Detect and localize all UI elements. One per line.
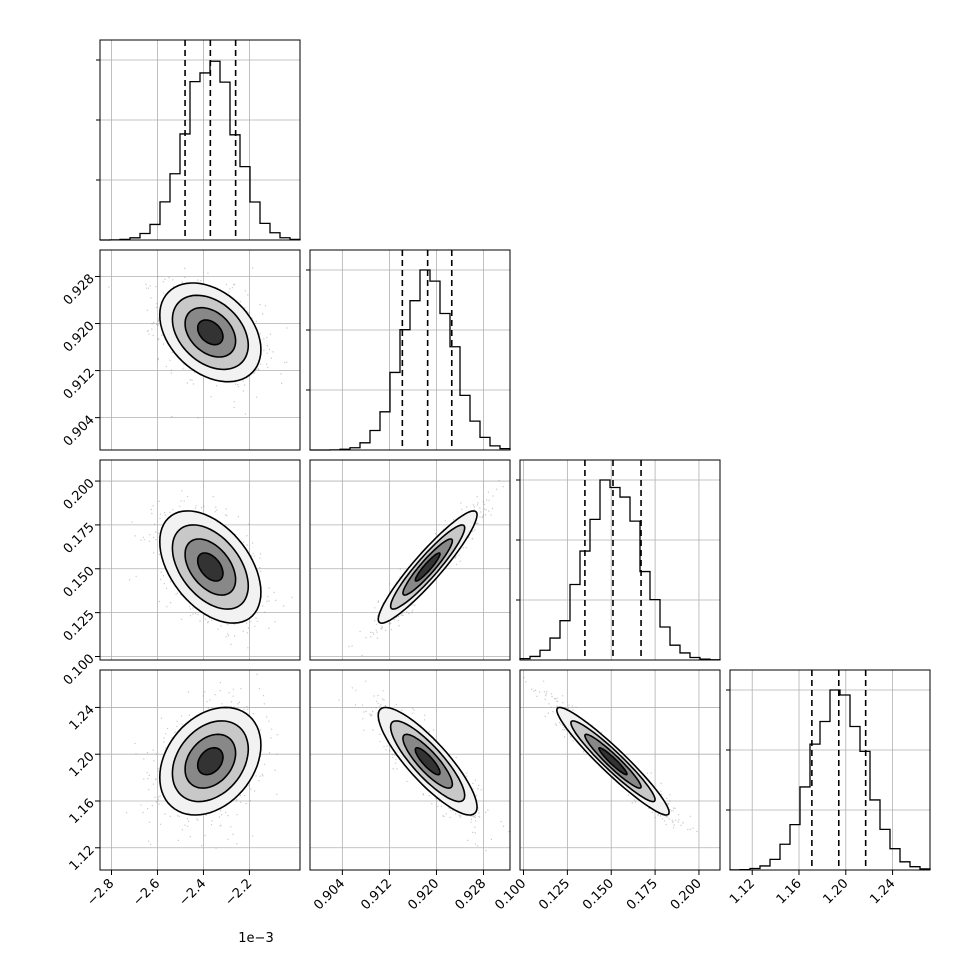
density-level-4 <box>415 553 440 582</box>
y-tick-label-1-3: 0.928 <box>61 272 98 309</box>
panel-content <box>100 670 300 870</box>
contour-core <box>196 552 224 582</box>
x-tick-label-0-3: −2.2 <box>222 876 255 909</box>
contour-middle <box>171 720 250 803</box>
density-level-4 <box>598 747 627 775</box>
contour-middle <box>570 720 656 803</box>
y-tick-label-3-1: 1.16 <box>67 796 98 827</box>
contour-core <box>414 552 441 582</box>
contour-inner <box>402 733 454 789</box>
y-tick-label-1-0: 0.904 <box>61 413 98 450</box>
x-tick-label-0-0: −2.8 <box>84 876 117 909</box>
density-panel-2-1 <box>309 459 511 661</box>
histogram-3 <box>729 689 931 871</box>
contour-core <box>598 747 628 776</box>
contour-outer <box>377 706 478 816</box>
panel-frame <box>99 249 301 451</box>
panel-background <box>310 250 510 450</box>
density-level-4 <box>197 320 223 345</box>
y-tick-label-1-2: 0.920 <box>61 319 98 356</box>
histogram-1 <box>309 269 511 451</box>
contour-inner <box>184 733 237 789</box>
y-tick-label-2-2: 0.150 <box>61 564 98 601</box>
contour-middle <box>171 524 250 610</box>
panel-frame <box>309 669 511 871</box>
y-tick-label-2-4: 0.200 <box>61 476 98 513</box>
contour-outer <box>555 706 670 816</box>
y-tick-label-3-3: 1.24 <box>67 702 98 733</box>
contour-outer <box>158 706 262 816</box>
density-panel-2-0 <box>99 459 301 661</box>
contour-core <box>196 319 224 346</box>
y-tick-label-2-1: 0.125 <box>61 608 98 645</box>
histogram-panel-2 <box>516 459 721 661</box>
y-tick-label-2-3: 0.175 <box>61 520 98 557</box>
panel-content <box>310 670 510 870</box>
x-tick-label-2-2: 0.150 <box>580 876 617 913</box>
contour-inner <box>184 306 237 358</box>
x-offset-label: 1e−3 <box>238 931 273 946</box>
x-tick-label-2-1: 0.125 <box>536 876 573 913</box>
x-tick-label-2-3: 0.175 <box>624 876 661 913</box>
contour-outer <box>158 282 262 383</box>
panel-frame <box>519 459 721 661</box>
histogram-0 <box>99 60 301 241</box>
panel-frame <box>309 459 511 661</box>
contour-core <box>414 747 441 776</box>
y-tick-label-3-0: 1.12 <box>67 843 98 874</box>
x-tick-label-3-3: 1.24 <box>867 876 898 907</box>
contour-core <box>196 747 224 776</box>
scatter-points <box>108 267 288 419</box>
panel-content <box>100 460 300 660</box>
panel-frame <box>309 249 511 451</box>
contour-inner <box>184 538 237 596</box>
x-tick-label-3-1: 1.16 <box>774 876 805 907</box>
panel-background <box>100 40 300 240</box>
density-panel-1-0 <box>99 249 301 451</box>
panel-frame <box>729 669 931 871</box>
x-tick-label-2-0: 0.100 <box>492 876 529 913</box>
contour-outer <box>158 510 262 624</box>
x-tick-label-1-2: 0.920 <box>405 876 442 913</box>
x-tick-label-2-4: 0.200 <box>668 876 705 913</box>
density-panel-3-1 <box>309 669 511 871</box>
x-tick-label-1-3: 0.928 <box>452 876 489 913</box>
density-panel-3-2 <box>519 669 721 871</box>
contour-inner <box>402 538 454 596</box>
x-tick-label-1-0: 0.904 <box>311 876 348 913</box>
x-tick-label-3-0: 1.12 <box>727 876 758 907</box>
x-tick-label-3-2: 1.20 <box>821 876 852 907</box>
histogram-panel-1 <box>306 249 511 451</box>
density-level-4 <box>197 747 223 775</box>
x-tick-label-1-1: 0.912 <box>358 876 395 913</box>
histogram-panel-3 <box>726 669 931 871</box>
contour-outer <box>377 510 478 625</box>
y-tick-label-1-1: 0.912 <box>61 366 98 403</box>
panel-content <box>310 460 510 660</box>
histogram-2 <box>519 479 721 661</box>
x-tick-label-0-1: −2.6 <box>130 876 163 909</box>
panel-frame <box>99 459 301 661</box>
histogram-panel-0 <box>96 39 301 241</box>
x-tick-label-0-2: −2.4 <box>176 876 209 909</box>
panel-frame <box>99 39 301 241</box>
panel-frame <box>99 669 301 871</box>
contour-middle <box>389 524 466 610</box>
panel-content <box>100 250 300 450</box>
density-level-4 <box>415 747 440 775</box>
density-panel-3-0 <box>99 669 301 871</box>
contour-inner <box>584 733 642 789</box>
contour-middle <box>389 720 466 803</box>
panel-content <box>520 670 720 870</box>
panel-background <box>310 460 510 660</box>
contour-middle <box>171 294 250 371</box>
y-tick-label-2-0: 0.100 <box>61 652 98 689</box>
y-tick-label-3-2: 1.20 <box>67 749 98 780</box>
panel-frame <box>519 669 721 871</box>
